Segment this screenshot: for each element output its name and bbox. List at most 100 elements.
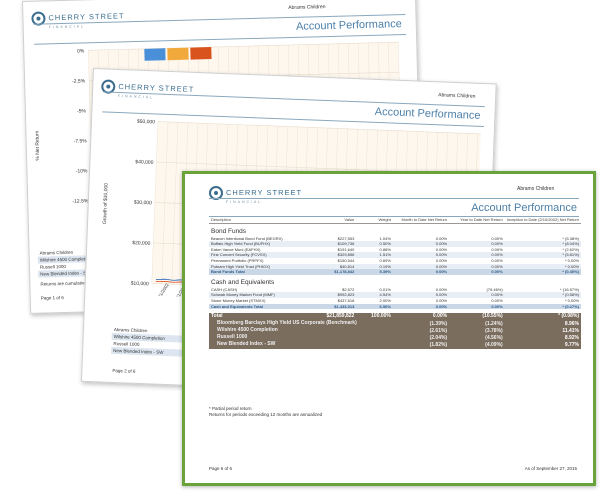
brand-logo: CHERRY STREET FINANCIAL (31, 5, 125, 29)
cell: Buffalo High Yield Fund (BUFHX) (209, 241, 312, 247)
col-inception: Inception to Date (2/10/2002) Net Return (504, 217, 581, 224)
benchmark-row: Wilshire 4500 Completion (2.61%) (3.78%) 11… (209, 327, 581, 335)
cell: Eaton Vance Muni (EAFHX) (211, 246, 261, 252)
benchmark-row: Bloomberg Barclays High Yield US Corpora… (209, 320, 581, 328)
col-ytd: Year to Date Net Return (449, 217, 505, 224)
cell: 0.00% (392, 241, 450, 247)
cumulative-note: Returns are cumulative (40, 280, 87, 287)
y-tick-label: -12.5% (72, 198, 89, 204)
y-tick-label: $50,000 (137, 119, 156, 126)
col-weight: Weight (356, 217, 393, 224)
cell: 1.04% (379, 235, 391, 241)
table-row: Permanent Portfolio (PRPFX) $150,544 0.69%… (209, 258, 581, 264)
brand-logo: CHERRY STREET FINANCIAL (209, 182, 302, 204)
cell: 0.00% (392, 252, 450, 258)
cell: * (5.38%) (562, 235, 579, 241)
table-row: Eaton Vance Muni (EAFHX) $191,640 0.88% 0.0… (209, 247, 581, 253)
cell: 5.39% (356, 269, 393, 275)
client-name: Abrams Children (517, 186, 555, 192)
cell: $227,553 (337, 235, 355, 241)
cell: 0.00% (449, 252, 505, 258)
cell: * (0.40%) (504, 269, 581, 275)
cell: * (0.08%) (504, 313, 581, 321)
cell: * (0.27%) (504, 303, 581, 310)
col-value: Value (311, 217, 357, 224)
cell: 0.69% (379, 257, 391, 263)
page-number: Page 6 of 6 (209, 466, 233, 471)
y-tick-label: $30,000 (134, 200, 153, 207)
cell: 2.00% (379, 297, 391, 303)
table-row: Beacon Intentional Bond Fund (BEGRX) $227… (209, 236, 581, 242)
section-title: Cash and Equivalents (211, 278, 275, 286)
cell: * (0.58%) (504, 292, 581, 298)
cell: * 0.00% (564, 297, 579, 303)
cell: $329,856 (311, 252, 357, 258)
cell: (10.55%) (449, 313, 505, 321)
benchmark-row: New Blended Index - SW (1.82%) (4.09%) 9.77… (209, 341, 581, 349)
cell: 0.00% (449, 303, 505, 310)
grid-line (88, 41, 399, 51)
cell: 11.41% (504, 327, 581, 335)
bar (190, 47, 212, 60)
benchmark-name: Russell 1000 (209, 334, 393, 342)
cell: * (8.04%) (504, 241, 581, 247)
client-name: Abrams Children (288, 4, 326, 12)
cell: Putnam High Yield Trust (PHIGX) (209, 263, 312, 270)
cell: $1,178,842 (311, 269, 357, 275)
cell: 0.00% (491, 246, 503, 252)
cell: 0.00% (449, 263, 505, 270)
cell: Cash and Equivalents Total (209, 303, 312, 310)
cell: $191,640 (337, 246, 355, 252)
page-number: Page 1 of 6 (40, 295, 64, 301)
table-row: Putnam High Yield Trust (PHIGX) $40,814 0.… (209, 263, 581, 270)
cell: Stone Money Market (STMXX) (211, 297, 266, 303)
benchmark-rows: Bloomberg Barclays High Yield US Corpora… (209, 320, 581, 349)
cell: 0.00% (392, 263, 450, 270)
cash-rows: CASH (CASH) $2,572 0.01% 0.00% (79.46%) * (16… (209, 287, 581, 304)
y-tick-label: -2.5% (72, 78, 86, 84)
cell: 0.00% (435, 235, 448, 241)
cell: 0.00% (435, 257, 448, 263)
col-description: Description (209, 217, 312, 224)
table-row: Stone Money Market (STMXX) $437,618 2.00% 0… (209, 298, 581, 304)
cell: 8.96% (504, 320, 581, 328)
report-page-6: CHERRY STREET FINANCIAL Abrams Children A… (182, 171, 596, 486)
x-tick-label: 12/31/2002 (154, 282, 170, 304)
cell: 0.00% (449, 241, 505, 247)
benchmark-row: Russell 1000 (2.04%) (4.56%) 8.92% (209, 334, 581, 342)
cell: 0.00% (449, 292, 505, 298)
cell: (2.61%) (392, 327, 450, 335)
table-row: Buffalo High Yield Fund (BUFHX) $109,736 0… (209, 241, 581, 247)
y-ticks: 0% -2.5% -5% -7.5% -10% -12.5% (72, 48, 89, 204)
y-tick-label: $20,000 (132, 240, 151, 247)
cell: 0.01% (379, 286, 391, 292)
cell: 1.51% (356, 252, 393, 258)
section-title: Bond Funds (211, 227, 247, 235)
cell: * (2.62%) (562, 246, 579, 252)
bar (144, 48, 166, 61)
cell: Bond Funds Total (209, 269, 312, 275)
y-axis-label: % Net Return (34, 130, 41, 160)
table-row: Fine Convert Security (FCVSX) $329,856 1.5… (209, 252, 581, 258)
cell: * 0.00% (564, 257, 579, 263)
cell: 0.00% (435, 297, 448, 303)
page-title: Account Performance (374, 105, 481, 122)
cell: 4.54% (356, 292, 393, 298)
cell: $21,859,822 (311, 313, 357, 321)
cell: (4.56%) (449, 334, 505, 342)
performance-table: Description Value Weight Month to Date N… (209, 217, 581, 349)
annualized-note: Returns for periods exceeding 12 months … (209, 412, 323, 417)
cell: $109,736 (311, 241, 357, 247)
cell: * 0.00% (504, 263, 581, 270)
cell: $437,618 (337, 297, 355, 303)
cell: $2,572 (342, 286, 355, 292)
cell: Beacon Intentional Bond Fund (BEGRX) (211, 235, 283, 241)
grand-total-row: Total $21,859,822 100.00% 0.00% (10.55%)… (209, 313, 581, 321)
table-header: Description Value Weight Month to Date N… (209, 217, 581, 224)
cell: $150,544 (337, 257, 355, 263)
cell: $40,814 (311, 263, 357, 270)
y-ticks: $50,000 $40,000 $30,000 $20,000 $10,000 (131, 119, 156, 288)
page-number: Page 2 of 6 (112, 367, 136, 374)
cell: 0.00% (449, 269, 505, 275)
cell: * (16.57%) (560, 286, 579, 292)
